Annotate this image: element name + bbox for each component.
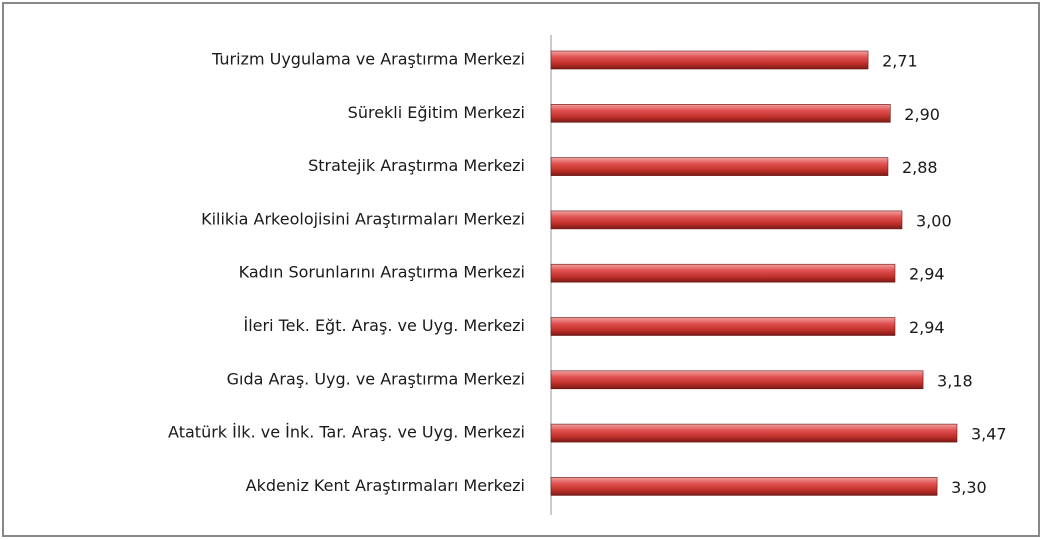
value-label: 2,71 [882,52,918,71]
bar [550,210,903,230]
category-label: Akdeniz Kent Araştırmaları Merkezi [246,476,525,495]
category-label: Stratejik Araştırma Merkezi [308,156,525,175]
category-label: Sürekli Eğitim Merkezi [348,103,525,122]
bar [550,317,896,336]
value-label: 3,30 [951,478,987,497]
category-label: Kadın Sorunlarını Araştırma Merkezi [239,263,525,282]
category-label: Turizm Uygulama ve Araştırma Merkezi [211,50,525,69]
value-label: 3,00 [916,211,952,230]
category-label: Kilikia Arkeolojisini Araştırmaları Merk… [201,209,525,228]
value-label: 2,94 [909,265,945,284]
bar [550,423,958,443]
value-label: 3,47 [971,425,1007,444]
category-label: İleri Tek. Eğt. Araş. ve Uyg. Merkezi [243,316,525,335]
value-label: 3,18 [937,371,973,390]
category-label: Gıda Araş. Uyg. ve Araştırma Merkezi [227,369,525,388]
bar [550,50,869,70]
bar [550,370,924,390]
bar [550,157,889,176]
value-label: 2,94 [909,318,945,337]
bar [550,477,938,496]
value-label: 2,90 [904,105,940,124]
category-label: Atatürk İlk. ve İnk. Tar. Araş. ve Uyg. … [168,423,525,442]
bar [550,263,896,283]
value-label: 2,88 [902,158,938,177]
bar [550,104,891,123]
